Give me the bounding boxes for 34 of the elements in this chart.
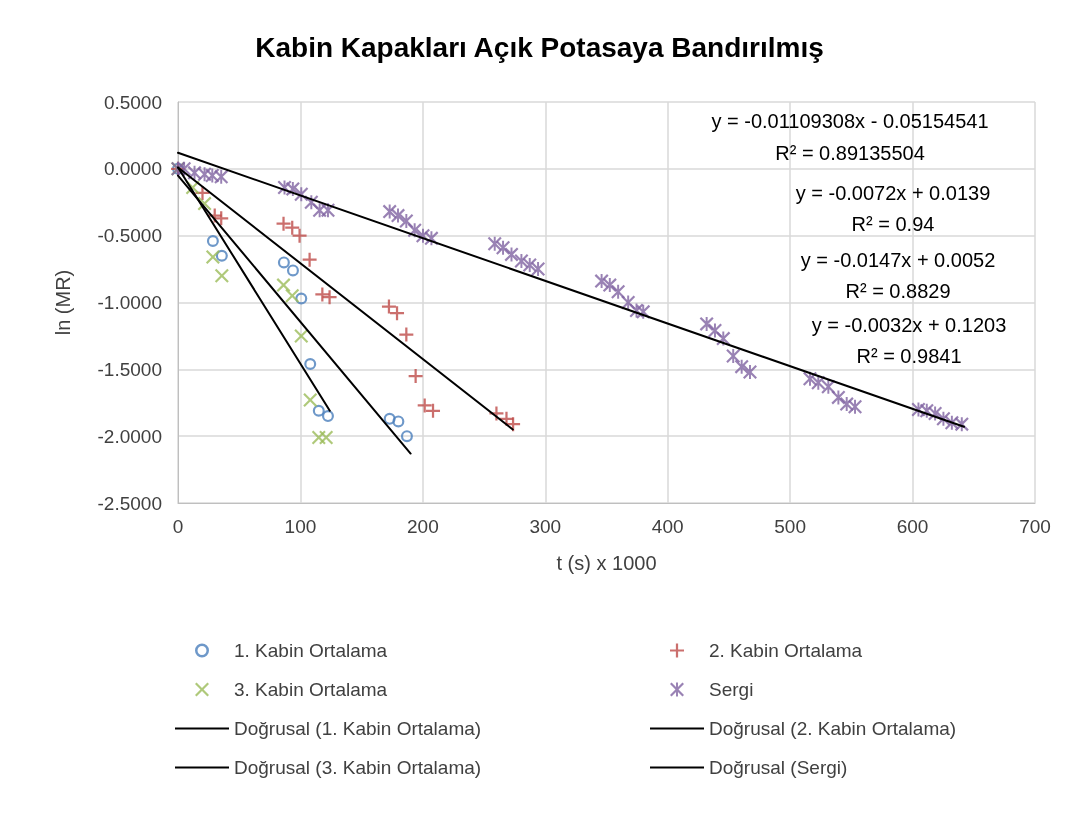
y-tick-label: -0.5000 bbox=[97, 225, 162, 247]
x-tick-label: 600 bbox=[896, 516, 929, 537]
legend-label: Sergi bbox=[709, 679, 754, 700]
y-tick-label: -1.5000 bbox=[97, 358, 162, 380]
annotation: R² = 0.94 bbox=[851, 213, 935, 235]
y-tick-label: -2.0000 bbox=[97, 425, 162, 447]
x-tick-label: 300 bbox=[529, 516, 562, 537]
x-tick-label: 200 bbox=[407, 516, 439, 537]
annotation: R² = 0.8829 bbox=[845, 280, 951, 302]
chart-title: Kabin Kapakları Açık Potasaya Bandırılmış bbox=[255, 31, 824, 63]
annotation: y = -0.0147x + 0.0052 bbox=[800, 249, 996, 271]
x-tick-label: 100 bbox=[284, 516, 317, 537]
annotation: y = -0.0032x + 0.1203 bbox=[811, 314, 1007, 336]
y-axis-title: ln (MR) bbox=[52, 269, 74, 336]
annotation: y = -0.01109308x - 0.05154541 bbox=[711, 110, 989, 132]
annotation: y = -0.0072x + 0.0139 bbox=[795, 182, 991, 204]
x-tick-label: 500 bbox=[774, 516, 806, 537]
y-tick-label: 0.0000 bbox=[103, 158, 162, 180]
legend-label: Doğrusal (Sergi) bbox=[709, 757, 848, 778]
y-tick-label: 0.5000 bbox=[103, 91, 162, 113]
legend-label: Doğrusal (1. Kabin Ortalama) bbox=[234, 718, 482, 739]
x-tick-label: 0 bbox=[172, 516, 184, 537]
y-tick-label: -2.5000 bbox=[97, 492, 162, 514]
x-axis-title: t (s) x 1000 bbox=[556, 552, 657, 574]
annotation: R² = 0.89135504 bbox=[775, 142, 925, 164]
legend-label: Doğrusal (2. Kabin Ortalama) bbox=[709, 718, 957, 739]
y-tick-label: -1.0000 bbox=[97, 292, 162, 313]
x-tick-label: 400 bbox=[651, 516, 684, 537]
legend-label: Doğrusal (3. Kabin Ortalama) bbox=[234, 757, 482, 778]
legend-label: 3. Kabin Ortalama bbox=[234, 679, 388, 700]
legend-label: 2. Kabin Ortalama bbox=[709, 640, 863, 661]
annotation: R² = 0.9841 bbox=[856, 345, 962, 367]
legend-label: 1. Kabin Ortalama bbox=[234, 640, 388, 661]
x-tick-label: 700 bbox=[1019, 516, 1051, 537]
